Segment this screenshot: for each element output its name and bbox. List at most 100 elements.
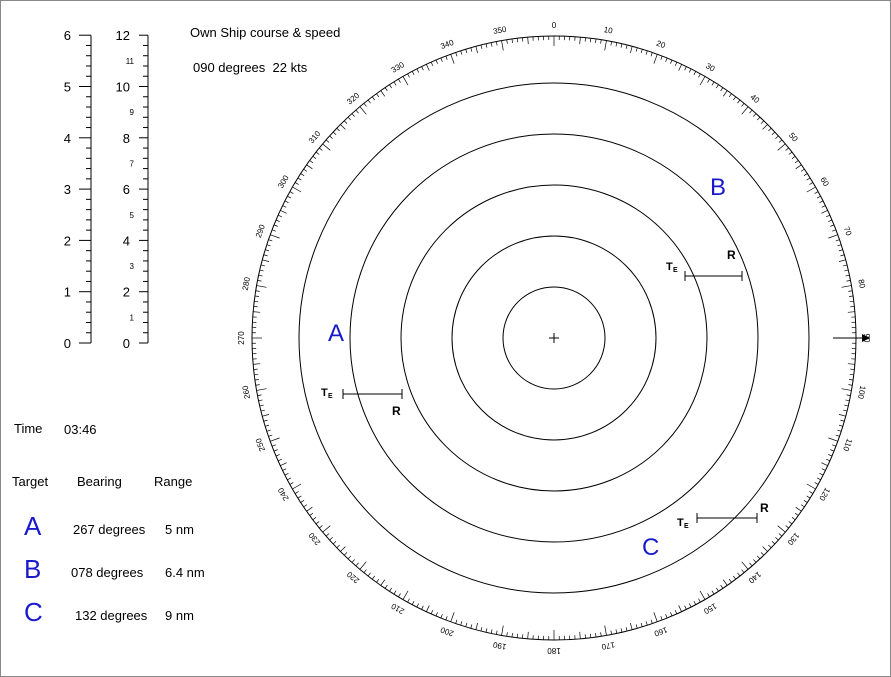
r-label: R <box>727 248 736 262</box>
bearing-tick <box>741 561 749 570</box>
bearing-tick <box>460 50 463 55</box>
time-value: 03:46 <box>64 422 97 437</box>
bearing-tick <box>380 90 386 97</box>
bearing-tick <box>421 605 424 610</box>
bearing-tick <box>699 76 706 86</box>
bearing-tick <box>319 147 323 151</box>
bearing-tick <box>728 93 732 98</box>
bearing-tick <box>728 578 732 583</box>
bearing-tick <box>355 109 359 114</box>
bearing-tick <box>698 73 701 78</box>
bearing-tick <box>325 533 330 537</box>
bearing-tick <box>411 600 415 605</box>
bearing-tick <box>733 575 737 580</box>
bearing-label: 160 <box>653 625 669 638</box>
bearing-tick <box>716 587 719 592</box>
bearing-tick <box>707 593 710 598</box>
scale-label: 5 <box>64 80 71 95</box>
bearing-tick <box>270 234 280 239</box>
bearing-tick <box>294 491 299 494</box>
bearing-tick <box>753 113 757 117</box>
bearing-tick <box>838 414 846 417</box>
te-subscript: E <box>673 267 678 274</box>
range-cell: 9 nm <box>165 608 194 623</box>
bearing-tick <box>359 106 367 115</box>
bearing-tick <box>674 610 678 615</box>
bearing-tick <box>268 434 273 437</box>
bearing-tick <box>371 96 375 101</box>
bearing-tick <box>445 55 448 60</box>
bearing-tick <box>806 495 811 499</box>
bearing-tick <box>847 311 855 313</box>
bearing-tick <box>270 437 280 442</box>
bearing-tick <box>791 517 796 521</box>
bearing-tick <box>688 68 692 73</box>
bearing-tick <box>741 569 745 573</box>
bearing-tick <box>303 504 308 508</box>
bearing-tick <box>336 127 340 132</box>
bearing-tick <box>610 630 612 635</box>
bearing-tick <box>430 61 434 66</box>
bearing-tick <box>359 561 367 570</box>
bearing-tick <box>490 629 493 634</box>
bearing-tick <box>837 244 842 247</box>
arrow-head <box>862 334 870 342</box>
range-ring <box>502 286 606 390</box>
bearing-tick <box>480 627 483 632</box>
bearing-tick <box>340 124 346 130</box>
plot-target-label: B <box>710 174 726 201</box>
bearing-tick <box>300 173 305 176</box>
bearing-tick <box>260 409 265 412</box>
scale-label: 5 <box>130 211 135 220</box>
bearing-tick <box>411 71 415 76</box>
scale-label: 0 <box>123 336 130 351</box>
bearing-tick <box>292 186 302 193</box>
bearing-tick <box>465 622 468 627</box>
bearing-tick <box>625 627 628 632</box>
bearing-tick <box>258 399 263 402</box>
bearing-tick <box>693 71 697 76</box>
bearing-tick <box>835 434 840 437</box>
bearing-tick <box>698 598 701 603</box>
bearing-tick <box>684 605 687 610</box>
bearing-tick <box>840 254 845 257</box>
bearing-tick <box>306 164 313 170</box>
bearing-tick <box>292 483 302 490</box>
bearing-tick <box>688 603 692 608</box>
bearing-tick <box>506 39 508 44</box>
bearing-label: 10 <box>603 25 614 36</box>
target-letter: A <box>24 511 42 541</box>
bearing-tick <box>455 619 458 624</box>
bearing-tick <box>828 437 838 442</box>
bearing-tick <box>254 379 259 381</box>
bearing-tick <box>816 477 821 481</box>
bearing-tick <box>315 151 320 155</box>
bearing-tick <box>426 64 430 71</box>
bearing-tick <box>257 394 262 396</box>
bearing-tick <box>828 219 833 222</box>
bearing-tick <box>778 139 783 143</box>
bearing-tick <box>277 458 282 462</box>
bearing-tick <box>741 106 749 115</box>
scale-label: 10 <box>116 80 130 95</box>
bearing-tick <box>511 633 513 638</box>
bearing-tick <box>435 59 438 64</box>
bearing-tick <box>670 612 673 617</box>
bearing-tick <box>762 124 768 130</box>
bearing-tick <box>259 404 264 407</box>
bearing-tick <box>398 78 401 83</box>
bearing-tick <box>635 47 638 52</box>
bearing-tick <box>257 280 262 282</box>
bearing-tick <box>416 603 420 608</box>
bearing-tick <box>470 47 473 52</box>
bearing-tick <box>848 384 853 386</box>
bearing-tick <box>604 40 607 51</box>
bearing-tick <box>821 205 826 208</box>
bearing-tick <box>450 612 455 622</box>
bearing-tick <box>266 429 271 432</box>
bearing-tick <box>407 73 410 78</box>
scale-label: 6 <box>64 28 71 43</box>
bearing-tick <box>720 584 724 589</box>
bearing-tick <box>300 500 305 503</box>
bearing-label: 80 <box>856 279 867 290</box>
